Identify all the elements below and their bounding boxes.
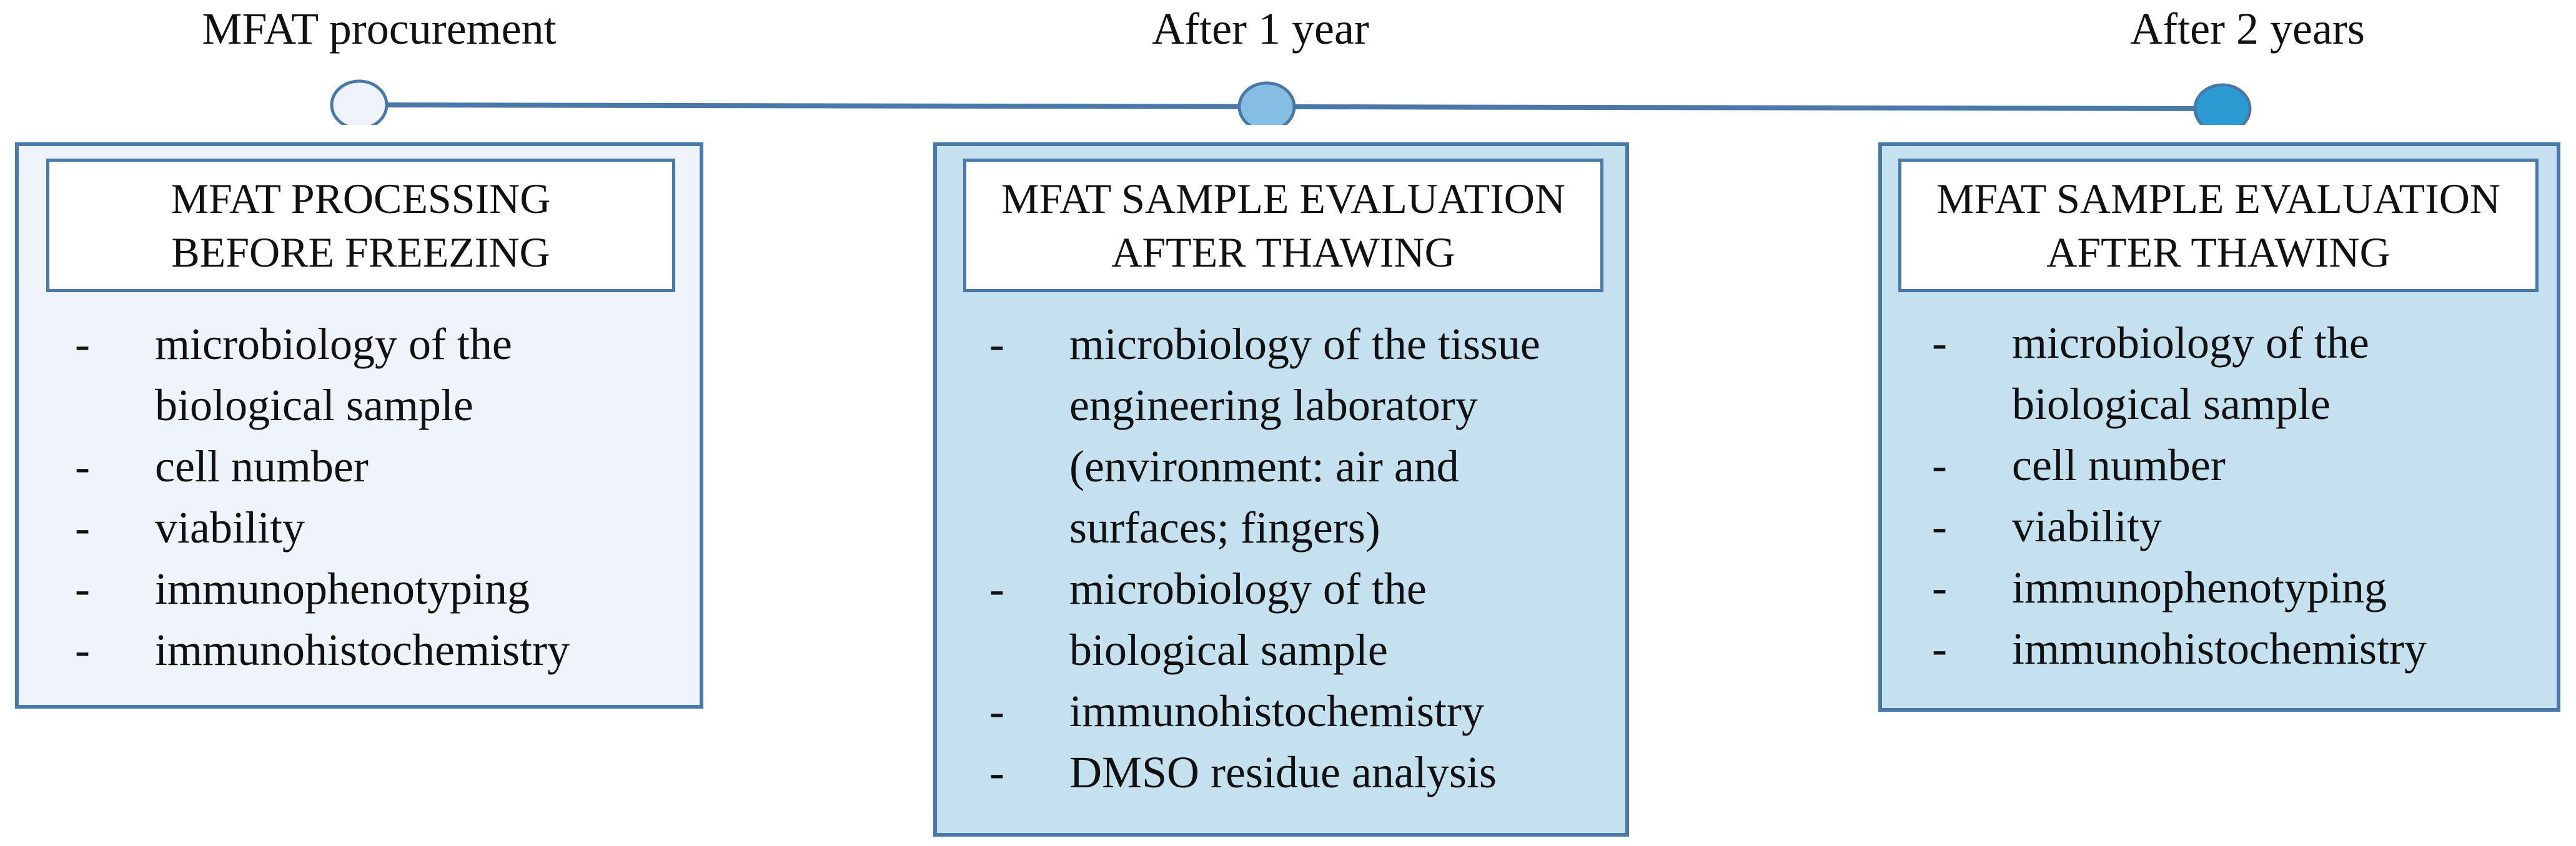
milestone-label-2-years: After 2 years [2130, 4, 2365, 54]
stage-box-evaluation-2-years: MFAT SAMPLE EVALUATION AFTER THAWING - mi… [1878, 142, 2560, 712]
list-item: - microbiology of the biological sample [1905, 312, 2427, 435]
list-item: - immunohistochemistry [1905, 618, 2427, 679]
milestone-label-1-year: After 1 year [1152, 4, 1369, 54]
stage-header-processing: MFAT PROCESSING BEFORE FREEZING [46, 159, 675, 292]
timeline [330, 79, 2252, 125]
list-item: - viability [1905, 496, 2427, 557]
item-line: biological sample [1069, 625, 1388, 675]
bullet-dash: - [75, 319, 90, 369]
stage-items-evaluation-2-years: - microbiology of the biological sample - c… [1905, 312, 2427, 679]
item-line: microbiology of the [1069, 564, 1427, 614]
item-line: cell number [2012, 440, 2226, 490]
item-line: immunophenotyping [2012, 563, 2387, 612]
stage-title-line-2: AFTER THAWING [2046, 229, 2390, 276]
item-line: microbiology of the tissue [1069, 319, 1540, 369]
item-line: engineering laboratory [1069, 380, 1478, 430]
milestone-marker-2-years [2193, 83, 2252, 125]
item-line: (environment: air and [1069, 441, 1459, 491]
item-line: viability [2012, 501, 2162, 551]
stage-box-processing: MFAT PROCESSING BEFORE FREEZING - microbi… [15, 142, 703, 709]
stage-title-line-2: AFTER THAWING [1111, 229, 1455, 276]
list-item: - microbiology of the biological sample [962, 558, 1540, 681]
item-line: immunohistochemistry [2012, 624, 2427, 674]
bullet-dash: - [989, 747, 1004, 797]
item-line: surfaces; fingers) [1069, 503, 1380, 553]
bullet-dash: - [75, 564, 90, 614]
item-line: DMSO residue analysis [1069, 747, 1497, 797]
item-line: immunohistochemistry [1069, 686, 1484, 736]
bullet-dash: - [1932, 501, 1947, 551]
bullet-dash: - [1932, 624, 1947, 674]
list-item: - viability [47, 497, 570, 558]
stage-header-evaluation-1-year: MFAT SAMPLE EVALUATION AFTER THAWING [963, 159, 1603, 292]
item-line: cell number [155, 441, 369, 491]
list-item: - microbiology of the tissue engineering l… [962, 313, 1540, 558]
item-line: biological sample [155, 380, 473, 430]
bullet-dash: - [989, 686, 1004, 736]
stage-title-line-2: BEFORE FREEZING [171, 229, 550, 276]
item-line: viability [155, 503, 305, 553]
item-line: immunohistochemistry [155, 625, 570, 675]
bullet-dash: - [75, 441, 90, 491]
list-item: - immunophenotyping [47, 558, 570, 619]
item-line: immunophenotyping [155, 564, 530, 614]
stage-title-line-1: MFAT SAMPLE EVALUATION [1936, 175, 2500, 222]
bullet-dash: - [75, 503, 90, 553]
list-item: - DMSO residue analysis [962, 742, 1540, 803]
list-item: - immunophenotyping [1905, 557, 2427, 618]
list-item: - cell number [1905, 435, 2427, 496]
stage-items-processing: - microbiology of the biological sample - c… [47, 313, 570, 681]
stage-header-evaluation-2-years: MFAT SAMPLE EVALUATION AFTER THAWING [1898, 159, 2539, 292]
item-line: microbiology of the [155, 319, 512, 369]
stage-title-line-1: MFAT SAMPLE EVALUATION [1001, 175, 1565, 222]
bullet-dash: - [75, 625, 90, 675]
list-item: - immunohistochemistry [47, 619, 570, 681]
bullet-dash: - [1932, 563, 1947, 612]
stage-box-evaluation-1-year: MFAT SAMPLE EVALUATION AFTER THAWING - mi… [933, 142, 1629, 837]
bullet-dash: - [1932, 318, 1947, 368]
bullet-dash: - [989, 319, 1004, 369]
stage-title-line-1: MFAT PROCESSING [171, 175, 551, 222]
list-item: - cell number [47, 436, 570, 497]
item-line: microbiology of the [2012, 318, 2369, 368]
bullet-dash: - [1932, 440, 1947, 490]
stage-items-evaluation-1-year: - microbiology of the tissue engineering l… [962, 313, 1540, 803]
milestone-marker-procurement [330, 79, 389, 125]
list-item: - microbiology of the biological sample [47, 313, 570, 436]
milestone-label-procurement: MFAT procurement [202, 4, 557, 54]
list-item: - immunohistochemistry [962, 681, 1540, 742]
item-line: biological sample [2012, 379, 2331, 429]
milestone-marker-1-year [1237, 81, 1296, 125]
bullet-dash: - [989, 564, 1004, 614]
